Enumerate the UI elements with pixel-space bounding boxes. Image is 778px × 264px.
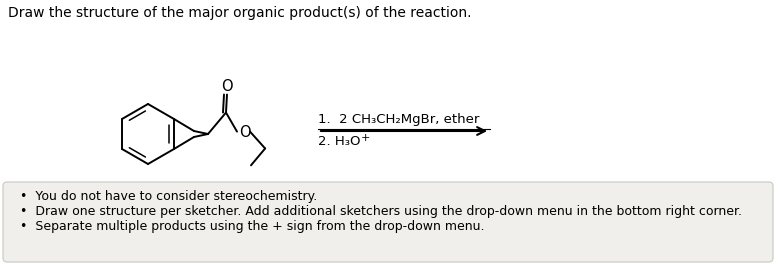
FancyBboxPatch shape — [3, 182, 773, 262]
Text: Draw the structure of the major organic product(s) of the reaction.: Draw the structure of the major organic … — [8, 6, 471, 20]
Text: •  You do not have to consider stereochemistry.: • You do not have to consider stereochem… — [20, 190, 317, 203]
Text: 1.  2 CH₃CH₂MgBr, ether: 1. 2 CH₃CH₂MgBr, ether — [318, 113, 479, 126]
Text: •  Separate multiple products using the + sign from the drop-down menu.: • Separate multiple products using the +… — [20, 220, 485, 233]
Text: O: O — [239, 125, 251, 140]
Text: O: O — [221, 79, 233, 94]
Text: +: + — [361, 133, 370, 143]
Text: •  Draw one structure per sketcher. Add additional sketchers using the drop-down: • Draw one structure per sketcher. Add a… — [20, 205, 742, 218]
Text: 2. H₃O: 2. H₃O — [318, 135, 360, 148]
